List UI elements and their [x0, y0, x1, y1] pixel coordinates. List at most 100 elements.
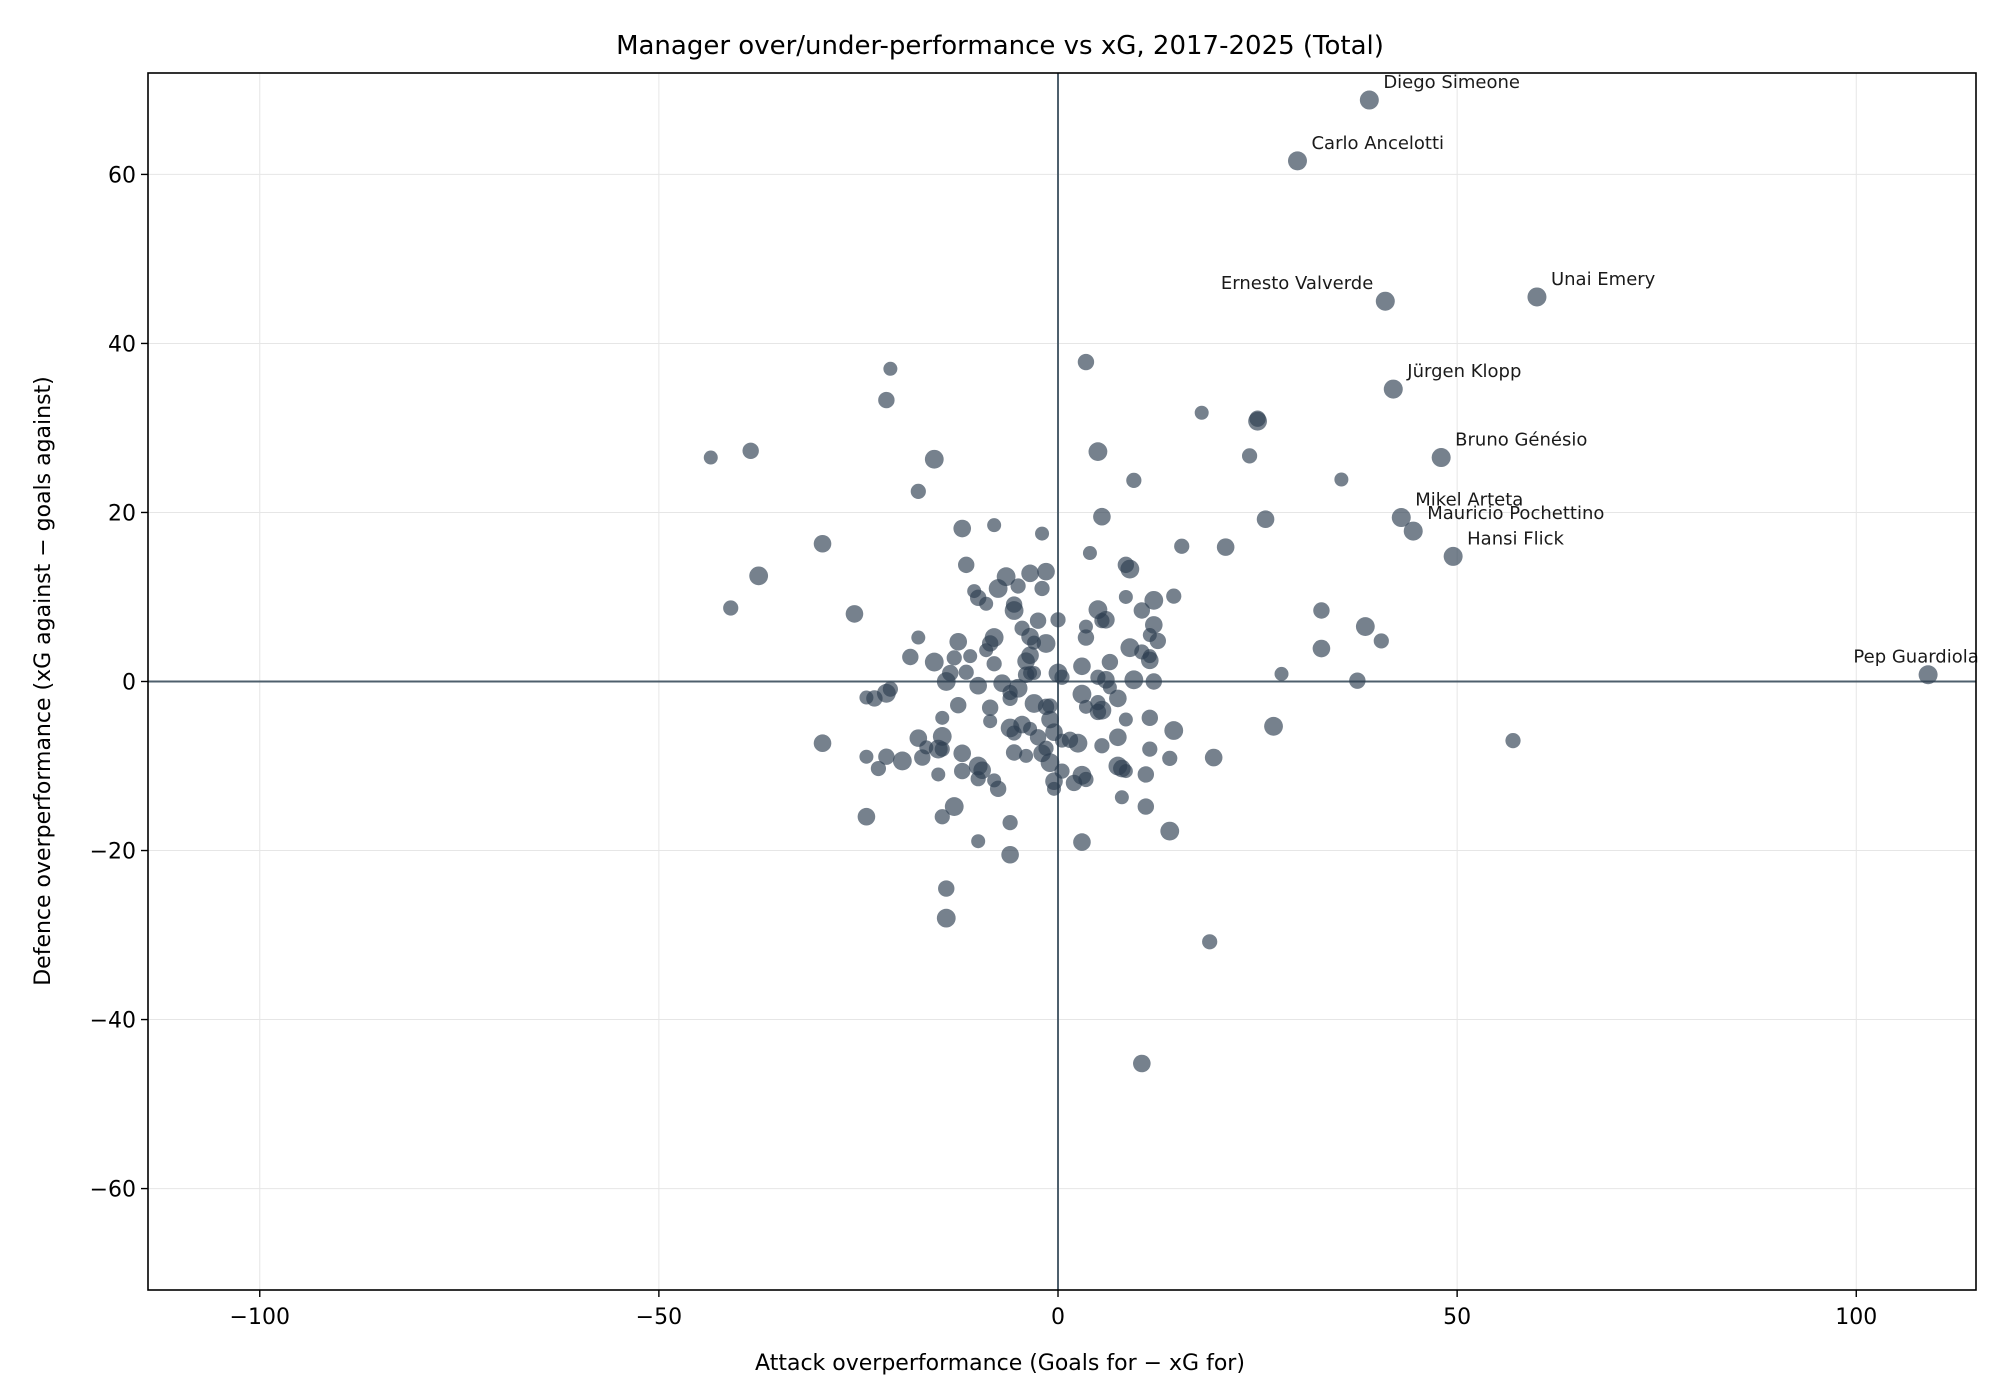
scatter-point	[1124, 670, 1144, 690]
point-annotation: Ernesto Valverde	[1221, 273, 1373, 294]
scatter-point	[969, 676, 987, 695]
scatter-point	[1109, 728, 1127, 747]
scatter-point	[958, 664, 974, 680]
scatter-point	[1142, 741, 1158, 757]
point-annotation: Mikel Arteta	[1415, 490, 1523, 511]
scatter-point	[1133, 1054, 1151, 1073]
scatter-point	[950, 696, 967, 714]
chart-title: Manager over/under-performance vs xG, 20…	[616, 31, 1384, 61]
scatter-point	[1036, 634, 1056, 653]
scatter-point	[1355, 617, 1375, 636]
point-annotation: Mauricio Pochettino	[1427, 503, 1604, 524]
scatter-point	[924, 449, 944, 469]
scatter-point	[1216, 538, 1235, 556]
scatter-point	[984, 628, 1004, 647]
scatter-point	[883, 361, 898, 376]
scatter-point	[1073, 833, 1091, 851]
scatter-point	[878, 748, 895, 765]
y-tick-label: −60	[90, 1178, 136, 1203]
scatter-point	[973, 761, 991, 780]
scatter-point	[1021, 564, 1039, 583]
scatter-point	[914, 749, 931, 766]
scatter-point	[1334, 472, 1349, 487]
point-annotation: Pep Guardiola	[1853, 647, 1978, 668]
scatter-point	[1077, 629, 1095, 646]
scatter-point	[1373, 633, 1389, 649]
scatter-point	[1047, 781, 1062, 796]
scatter-point	[931, 767, 946, 782]
labeled-point	[1431, 448, 1451, 468]
scatter-point	[892, 751, 912, 771]
scatter-point	[1108, 756, 1128, 776]
scatter-point	[1001, 845, 1019, 864]
scatter-point	[1264, 716, 1283, 736]
scatter-point	[936, 672, 956, 691]
scatter-point	[882, 681, 898, 697]
scatter-point	[1101, 653, 1119, 671]
scatter-point	[845, 605, 864, 623]
tick-layer: −100 −50 0 50 100 −60 −40 −20 0 20 40 60	[90, 163, 1878, 1330]
scatter-point	[938, 880, 955, 897]
scatter-point	[949, 632, 968, 651]
scatter-point	[1002, 815, 1018, 831]
scatter-point	[1160, 821, 1180, 841]
point-annotation: Jürgen Klopp	[1406, 361, 1521, 382]
scatter-point	[983, 714, 998, 729]
scatter-point	[1248, 411, 1267, 431]
scatter-point	[749, 566, 769, 586]
scatter-point	[1126, 472, 1142, 488]
scatter-point	[934, 809, 950, 825]
scatter-point	[971, 834, 986, 849]
scatter-point	[742, 442, 759, 459]
labeled-point	[1443, 546, 1463, 566]
scatter-point	[1241, 448, 1258, 464]
scatter-point	[1144, 590, 1164, 610]
labeled-point	[1391, 508, 1411, 528]
scatter-point	[1004, 601, 1024, 620]
scatter-point	[1145, 673, 1162, 690]
x-axis-label: Attack overperformance (Goals for − xG f…	[755, 1351, 1245, 1376]
scatter-point	[1010, 578, 1026, 594]
scatter-point	[936, 908, 956, 928]
point-annotation: Diego Simeone	[1383, 72, 1520, 93]
scatter-point	[946, 650, 962, 666]
x-tick-label: −50	[636, 1305, 682, 1330]
point-annotation: Unai Emery	[1551, 269, 1656, 290]
scatter-point	[1027, 666, 1042, 681]
scatter-point	[1092, 700, 1112, 720]
scatter-point	[1037, 562, 1055, 581]
scatter-point	[857, 807, 876, 826]
scatter-point	[1050, 612, 1066, 628]
scatter-point	[1256, 510, 1275, 529]
scatter-point	[1162, 750, 1178, 767]
scatter-point	[703, 450, 718, 465]
scatter-point	[1021, 646, 1039, 665]
point-annotation: Carlo Ancelotti	[1311, 133, 1444, 154]
labeled-point	[1359, 90, 1379, 110]
scatter-point	[878, 391, 895, 409]
y-tick-label: −40	[90, 1009, 136, 1034]
scatter-point	[1093, 507, 1111, 526]
scatter-point	[1042, 698, 1058, 714]
labeled-point	[1403, 521, 1423, 541]
x-tick-label: 100	[1835, 1305, 1877, 1330]
scatter-point	[1109, 689, 1127, 708]
scatter-point	[723, 600, 739, 616]
labeled-point	[1375, 291, 1395, 311]
scatter-point	[1142, 649, 1157, 664]
scatter-point	[1002, 690, 1018, 707]
scatter-point	[1024, 694, 1044, 713]
scatter-point	[1505, 733, 1521, 749]
scatter-point	[1194, 405, 1209, 420]
scatter-point	[928, 739, 948, 759]
scatter-point	[1035, 526, 1050, 541]
scatter-point	[986, 656, 1002, 672]
scatter-point	[1054, 669, 1070, 685]
scatter-point	[1078, 771, 1094, 788]
scatter-point	[988, 579, 1008, 598]
y-tick-label: −20	[90, 840, 136, 865]
scatter-point	[981, 699, 999, 716]
scatter-point	[1072, 684, 1092, 704]
